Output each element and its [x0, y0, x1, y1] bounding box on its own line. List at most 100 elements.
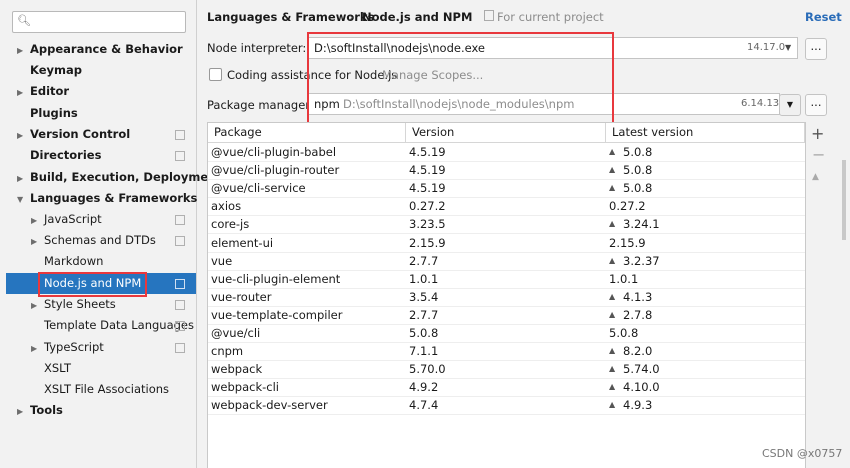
browse-button[interactable]: ...	[805, 94, 827, 116]
reset-link[interactable]: Reset	[805, 10, 842, 24]
expand-arrow: ▶	[31, 344, 38, 353]
sidebar-label: Build, Execution, Deployment	[30, 170, 222, 184]
table-row[interactable]: axios 0.27.2 0.27.2	[208, 197, 805, 217]
table-row[interactable]: vue-router 3.5.4 4.1.3 ▲	[208, 288, 805, 307]
upgrade-icon: ▲	[609, 364, 616, 374]
table-row[interactable]: webpack-cli 4.9.2 4.10.0 ▲	[208, 378, 805, 398]
table-cell: 3.23.5	[409, 217, 446, 232]
browse-button[interactable]: ...	[805, 38, 827, 60]
table-cell: 1.0.1	[409, 271, 439, 286]
remove-button[interactable]: −	[812, 145, 826, 164]
dropdown-button[interactable]: ▼	[779, 94, 801, 116]
sidebar-label: Template Data Languages	[44, 318, 194, 332]
sidebar-item[interactable]: Keymap	[0, 60, 196, 81]
package-manager-name: npm	[314, 97, 340, 111]
table-cell: 3.5.4	[409, 289, 439, 304]
table-cell: @vue/cli-plugin-babel	[211, 145, 337, 159]
table-cell: 0.27.2	[409, 199, 446, 214]
table-row[interactable]: webpack 5.70.0 5.74.0 ▲	[208, 360, 805, 380]
table-row[interactable]: vue-template-compiler 2.7.7 2.7.8 ▲	[208, 306, 805, 325]
table-cell: webpack-dev-server	[211, 398, 328, 413]
table-row[interactable]: @vue/cli-plugin-babel 4.5.19 5.0.8 ▲	[208, 143, 805, 162]
sidebar: 🔍︎ Appearance & Behavior ▶ Keymap Editor ▶ Pl…	[0, 0, 222, 468]
sidebar-label: Keymap	[30, 63, 82, 77]
project-icon	[175, 130, 185, 140]
table-row[interactable]: @vue/cli-plugin-router 4.5.19 5.0.8 ▲	[208, 161, 805, 181]
table-cell: 2.7.7	[409, 253, 439, 268]
sidebar-item[interactable]: Markdown	[0, 251, 196, 272]
table-cell: @vue/cli	[211, 326, 261, 340]
sidebar-label: TypeScript	[44, 340, 104, 354]
highlight-box	[38, 272, 147, 297]
field-label: Node interpreter:	[207, 41, 307, 55]
table-cell: 2.7.8	[623, 307, 653, 322]
upgrade-icon: ▲	[609, 255, 616, 265]
table-cell: 2.15.9	[409, 235, 446, 250]
sidebar-item[interactable]: XSLT File Associations	[0, 379, 196, 400]
sidebar-item[interactable]: Editor ▶	[0, 81, 196, 102]
sidebar-item[interactable]: Template Data Languages	[0, 315, 196, 336]
package-manager-combo[interactable]: npm D:\softInstall\nodejs\node_modules\n…	[308, 93, 780, 115]
table-cell: 5.0.8	[409, 326, 439, 340]
checkbox[interactable]	[209, 68, 222, 81]
interpreter-path: D:\softInstall\nodejs\node.exe	[314, 41, 485, 55]
table-cell: 5.70.0	[409, 362, 446, 377]
upgrade-icon: ▲	[609, 400, 616, 410]
table-row[interactable]: @vue/cli 5.0.8 5.0.8	[208, 324, 805, 343]
table-cell: 3.24.1	[623, 217, 660, 232]
table-row[interactable]: webpack-dev-server 4.7.4 4.9.3 ▲	[208, 396, 805, 416]
table-cell: 4.5.19	[409, 163, 446, 178]
sidebar-item[interactable]: TypeScript ▶	[0, 337, 196, 358]
table-cell: 4.1.3	[623, 289, 653, 304]
dropdown-arrow: ▼	[785, 43, 792, 52]
project-icon	[175, 215, 185, 225]
search-box[interactable]: 🔍︎	[12, 11, 186, 33]
interpreter-combo[interactable]: D:\softInstall\nodejs\node.exe 14.17.0 ▼	[308, 37, 798, 59]
column-header[interactable]: Version	[406, 123, 606, 143]
table-cell: 4.5.19	[409, 181, 446, 196]
table-row[interactable]: cnpm 7.1.1 8.2.0 ▲	[208, 342, 805, 362]
table-cell: 4.5.19	[409, 145, 446, 159]
expand-arrow: ▶	[17, 131, 24, 140]
upgrade-icon: ▲	[609, 291, 616, 301]
sidebar-item[interactable]: Appearance & Behavior ▶	[0, 39, 196, 60]
table-row[interactable]: vue 2.7.7 3.2.37 ▲	[208, 252, 805, 271]
table-cell: vue-router	[211, 289, 272, 304]
scope-label: For current project	[497, 10, 604, 24]
sidebar-item[interactable]: Tools ▶	[0, 400, 196, 421]
add-button[interactable]: +	[811, 124, 825, 143]
sidebar-label: Directories	[30, 148, 102, 162]
sidebar-label: Node.js and NPM	[44, 276, 142, 290]
table-cell: webpack-cli	[211, 380, 279, 395]
table-cell: 5.0.8	[623, 163, 653, 178]
breadcrumb: Node.js and NPM	[362, 10, 473, 24]
sidebar-label: JavaScript	[44, 212, 102, 226]
table-row[interactable]: @vue/cli-service 4.5.19 5.0.8 ▲	[208, 179, 805, 199]
table-row[interactable]: element-ui 2.15.9 2.15.9	[208, 234, 805, 253]
sidebar-item[interactable]: Version Control ▶	[0, 124, 196, 145]
table-cell: 7.1.1	[409, 344, 439, 359]
sidebar-item[interactable]: XSLT	[0, 358, 196, 379]
project-icon	[175, 343, 185, 353]
sidebar-item[interactable]: Directories	[0, 145, 196, 166]
column-header[interactable]: Package	[208, 123, 406, 143]
table-cell: 0.27.2	[609, 199, 646, 214]
sidebar-item[interactable]: Schemas and DTDs ▶	[0, 230, 196, 251]
sidebar-item-selected[interactable]: Node.js and NPM	[6, 273, 196, 294]
sidebar-item[interactable]: Languages & Frameworks ▼	[0, 188, 197, 209]
column-header[interactable]: Latest version	[606, 123, 805, 143]
table-cell: 2.7.7	[409, 307, 439, 322]
sidebar-item[interactable]: Style Sheets ▶	[0, 294, 196, 315]
interpreter-version: 14.17.0	[747, 42, 786, 53]
sidebar-item[interactable]: Build, Execution, Deployment ▶	[0, 167, 222, 188]
watermark: CSDN @x0757	[762, 447, 843, 460]
manage-scopes-link[interactable]: Manage Scopes...	[382, 68, 484, 82]
sidebar-item[interactable]: JavaScript ▶	[0, 209, 196, 230]
upgrade-button[interactable]: ▲	[812, 172, 819, 182]
table-row[interactable]: vue-cli-plugin-element 1.0.1 1.0.1	[208, 270, 805, 289]
table-cell: 5.74.0	[623, 362, 660, 377]
expand-arrow: ▶	[17, 174, 24, 183]
expand-arrow: ▼	[17, 195, 24, 204]
sidebar-item[interactable]: Plugins	[0, 103, 196, 124]
table-row[interactable]: core-js 3.23.5 3.24.1 ▲	[208, 215, 805, 235]
